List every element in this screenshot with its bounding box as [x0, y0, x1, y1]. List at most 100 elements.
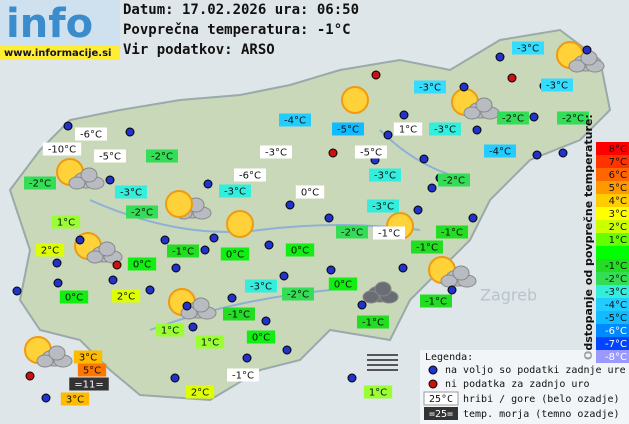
scale-label: -5°C	[605, 313, 627, 324]
station-label: 1°C	[399, 125, 417, 136]
station-label-box	[328, 277, 358, 291]
station-label-box	[73, 350, 103, 364]
legend-sea-box	[424, 407, 458, 420]
cloud-icon	[362, 281, 399, 304]
station-label-box	[355, 145, 387, 159]
station-label: -6°C	[80, 130, 102, 141]
station-label-box	[185, 385, 215, 399]
station-label-box	[429, 122, 461, 136]
station-label: 0°C	[334, 280, 352, 291]
station-dot	[209, 233, 219, 243]
scale-label: 3°C	[609, 209, 627, 220]
scale-cell	[596, 285, 629, 298]
station-label-box	[24, 176, 56, 190]
station-label: -3°C	[250, 282, 272, 293]
station-dot-missing	[328, 148, 338, 158]
station-label: -2°C	[29, 179, 51, 190]
station-label: -3°C	[224, 187, 246, 198]
scale-cell	[596, 311, 629, 324]
scale-label: -1°C	[605, 261, 627, 272]
station-dot	[419, 154, 429, 164]
station-label-box	[75, 127, 107, 141]
station-dot	[347, 373, 357, 383]
station-dot	[108, 275, 118, 285]
station-label-box	[393, 122, 423, 136]
scale-cell	[596, 155, 629, 168]
legend-dot-available	[428, 365, 438, 375]
station-label: -2°C	[151, 152, 173, 163]
city-label: Zagreb	[480, 286, 537, 305]
station-dot-missing	[507, 73, 517, 83]
station-dot-missing	[112, 260, 122, 270]
logo: info	[6, 1, 93, 47]
scale-label: -3°C	[605, 287, 627, 298]
station-dot	[413, 205, 423, 215]
station-label-box	[126, 205, 158, 219]
station-label: -1°C	[232, 371, 254, 382]
station-label-box	[260, 145, 292, 159]
sun-icon	[341, 86, 369, 114]
station-dot	[383, 130, 393, 140]
legend-missing: ni podatka za zadnjo uro	[445, 379, 590, 390]
station-label: -3°C	[120, 188, 142, 199]
scale-cell	[596, 298, 629, 311]
station-label: -3°C	[265, 148, 287, 159]
station-label: 3°C	[66, 395, 84, 406]
station-label: 2°C	[41, 246, 59, 257]
scale-label: 5°C	[609, 183, 627, 194]
station-label: -2°C	[341, 228, 363, 239]
scale-label: -4°C	[605, 300, 627, 311]
scale-label: 6°C	[609, 170, 627, 181]
cloud-part	[452, 265, 470, 281]
sun-icon	[165, 190, 193, 218]
station-label-box	[51, 215, 81, 229]
station-dot	[261, 316, 271, 326]
station-dot	[279, 271, 289, 281]
cloud-part	[475, 97, 493, 113]
station-label-box	[557, 111, 589, 125]
scale-cell	[596, 324, 629, 337]
station-label: -1°C	[416, 243, 438, 254]
cloud-part	[48, 345, 66, 361]
station-label: 0°C	[291, 246, 309, 257]
station-dot	[264, 240, 274, 250]
station-dot	[170, 373, 180, 383]
station-dot	[52, 258, 62, 268]
station-label-box	[115, 185, 147, 199]
legend-available: na voljo so podatki zadnje ure	[445, 365, 626, 376]
legend-mountain-box	[423, 391, 459, 406]
date-line: Datum: 17.02.2026 ura: 06:50	[123, 2, 359, 18]
station-label-box	[167, 244, 199, 258]
station-label-box	[363, 385, 393, 399]
color-scale: Odstopanje od povprečne temperature: 8°C…	[582, 114, 629, 363]
scale-cell	[596, 194, 629, 207]
station-dot-missing	[25, 371, 35, 381]
station-dot	[472, 125, 482, 135]
station-dot	[324, 213, 334, 223]
scale-label: 1°C	[609, 235, 627, 246]
station-label-box	[227, 368, 259, 382]
cloud-icon	[86, 241, 123, 264]
cloud-icon	[463, 97, 500, 120]
station-label: -1°C	[378, 229, 400, 240]
station-label-box	[219, 184, 251, 198]
scale-cell	[596, 220, 629, 233]
station-label-box	[357, 315, 389, 329]
station-dot	[188, 322, 198, 332]
legend-mountain-sample: 25°C	[429, 394, 453, 405]
station-label: 3°C	[79, 353, 97, 364]
cloud-part	[568, 59, 586, 73]
station-label: -2°C	[131, 208, 153, 219]
weather-icons	[24, 41, 605, 371]
station-dot	[171, 263, 181, 273]
scale-zero-cell	[596, 246, 629, 259]
station-label: 0°C	[301, 188, 319, 199]
station-dot	[529, 112, 539, 122]
station-dot	[105, 175, 115, 185]
station-label-box	[414, 80, 446, 94]
station-label-box	[59, 290, 89, 304]
station-dot	[200, 245, 210, 255]
scale-cell	[596, 337, 629, 350]
station-label: 1°C	[57, 218, 75, 229]
station-label: -3°C	[419, 83, 441, 94]
